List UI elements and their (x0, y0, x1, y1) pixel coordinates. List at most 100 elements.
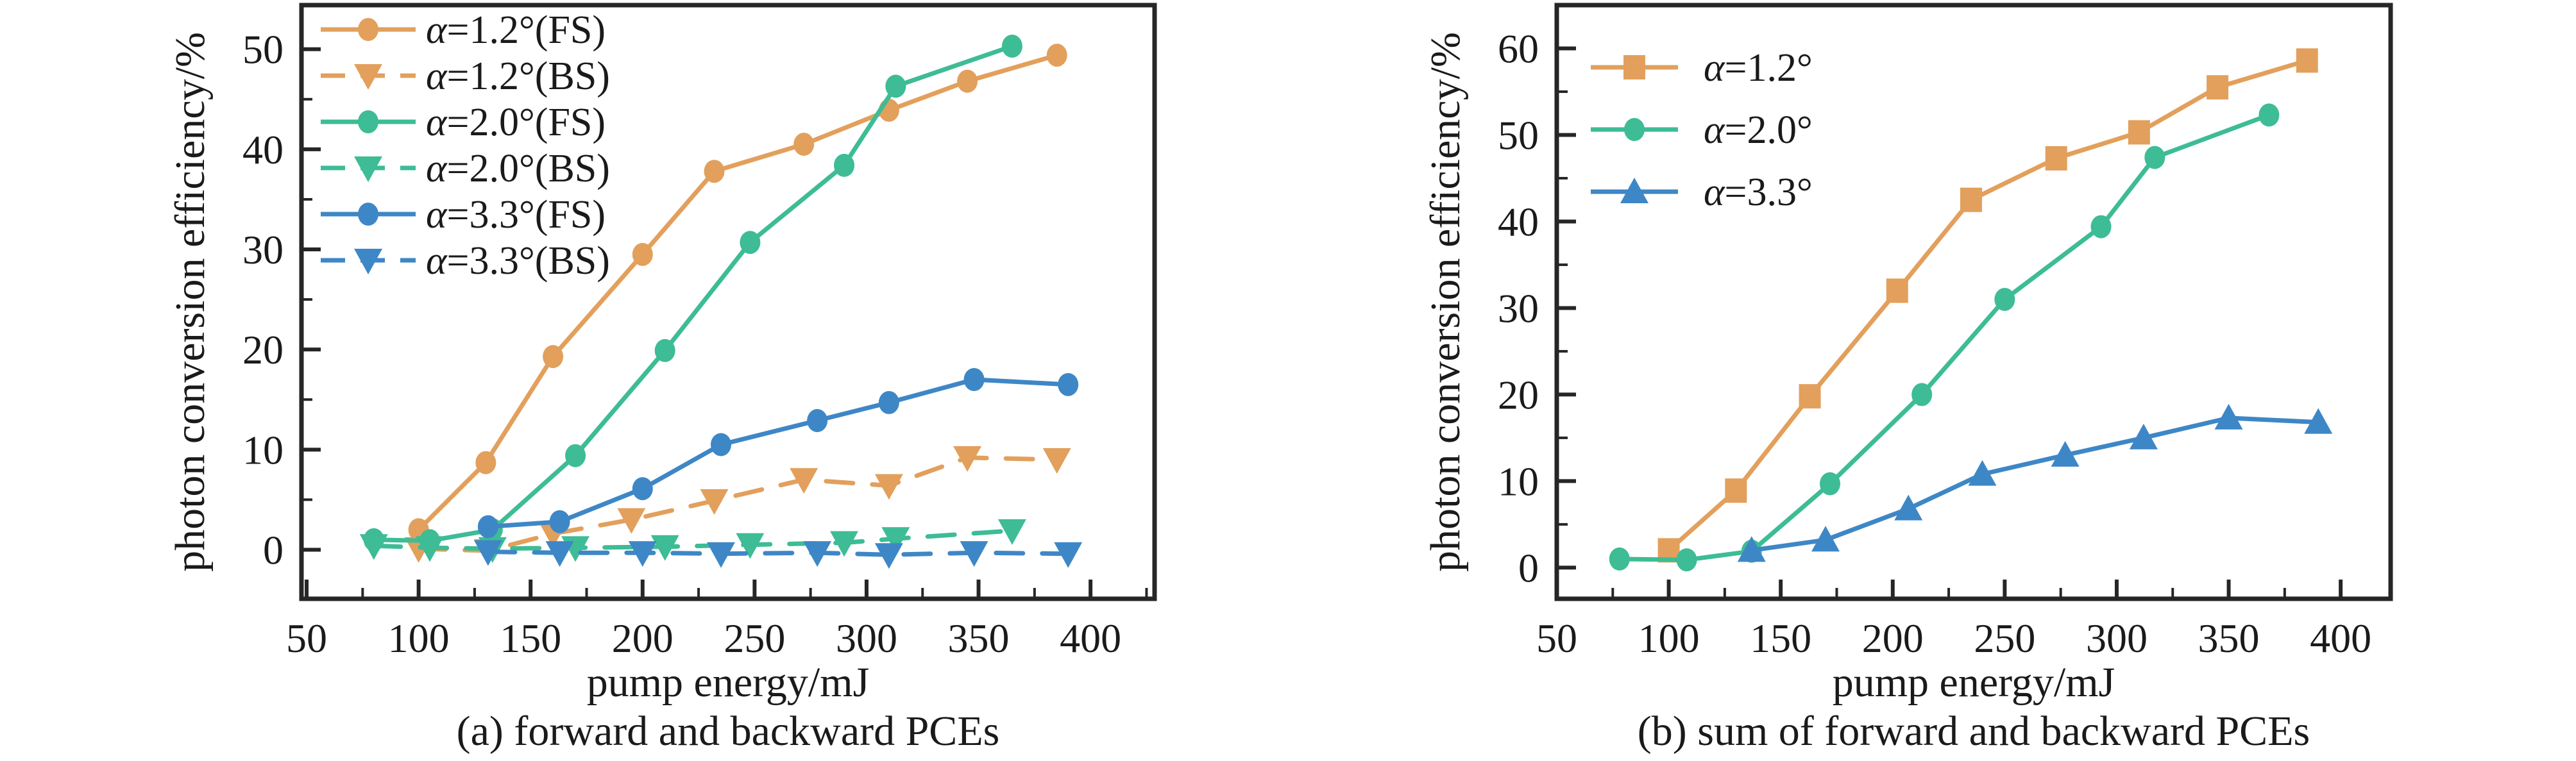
a-series-4-marker (1058, 372, 1079, 396)
b-series-0-marker (2296, 48, 2318, 73)
a-x-tick-label: 400 (1060, 615, 1121, 661)
b-series-1-marker (1911, 383, 1933, 406)
chart-b: 50 100 150 200 250 300 350 400 0 10 20 30 40 50 60 pump… (1422, 3, 2393, 755)
b-series-2-marker (2051, 440, 2080, 467)
b-y-tick-label: 30 (1498, 285, 1539, 331)
a-series-2-marker (1001, 35, 1022, 58)
a-x-tick-label: 300 (836, 615, 897, 661)
a-legend-label-0: α=1.2°(FS) (426, 8, 606, 52)
a-series-2-marker (740, 231, 761, 255)
b-legend-marker-0 (1623, 55, 1645, 79)
b-series-1-marker (1820, 472, 1841, 496)
b-x-tick-label: 300 (2086, 615, 2148, 661)
b-series-0-marker (1799, 384, 1821, 409)
b-series-0-marker (2045, 146, 2067, 171)
b-series-0-marker (1886, 278, 1908, 303)
b-series-2-marker (1894, 494, 1923, 521)
a-series-4-line (486, 377, 1071, 530)
a-legend-label-4: α=3.3°(FS) (426, 193, 606, 237)
a-legend-marker-1 (354, 64, 382, 90)
b-x-tick-label: 50 (1536, 615, 1577, 661)
a-series-0-marker (543, 345, 564, 369)
a-series-1-line (416, 455, 1060, 553)
b-series-2-marker (1737, 536, 1766, 562)
b-series-2-marker (2304, 408, 2333, 434)
b-series-0-marker (2207, 75, 2229, 100)
b-y-tick-label: 10 (1498, 458, 1539, 504)
a-y-tick-label: 20 (242, 327, 284, 372)
a-series-4-marker (711, 433, 732, 456)
b-series-1-marker (2090, 215, 2112, 238)
b-plot-frame (1554, 3, 2393, 601)
a-series-3-marker (359, 534, 388, 560)
a-series-4-marker (807, 409, 828, 433)
chart-a: 50 100 150 200 250 300 350 400 0 10 20 30 40 50 pump e… (167, 3, 1157, 755)
a-series-1-marker (617, 508, 646, 534)
a-series-4-marker (963, 368, 985, 392)
a-series-1-marker (1042, 447, 1071, 474)
b-y-tick-label: 20 (1498, 372, 1539, 417)
b-y-tick-label: 0 (1518, 545, 1539, 590)
b-x-tick-label: 150 (1750, 615, 1811, 661)
a-legend-label-2: α=2.0°(FS) (426, 101, 606, 144)
b-y-tick-label: 40 (1498, 199, 1539, 244)
a-legend-marker-3 (354, 156, 382, 182)
a-x-tick-label: 100 (388, 615, 450, 661)
a-series-5-marker (473, 540, 502, 566)
b-series-2-marker (2214, 403, 2243, 430)
b-series-1-marker (1609, 547, 1630, 571)
a-series-4-marker (878, 390, 899, 414)
b-legend-label-0: α=1.2° (1704, 46, 1813, 90)
a-y-tick-label: 10 (242, 427, 284, 472)
b-series-1-marker (2258, 103, 2280, 127)
a-series-4-marker (632, 477, 653, 501)
b-series-0-marker (1725, 478, 1747, 503)
a-legend-label-5: α=3.3°(BS) (426, 239, 610, 283)
a-x-tick-label: 50 (286, 615, 327, 661)
b-legend-marker-2 (1620, 178, 1648, 203)
a-series-1-marker (874, 474, 903, 500)
a-y-axis-title: photon conversion efficiency/% (167, 32, 214, 572)
a-series-0-marker (475, 451, 496, 474)
a-series-1-marker (790, 468, 818, 494)
b-x-tick-label: 350 (2198, 615, 2260, 661)
a-legend-marker-2 (358, 110, 378, 133)
a-series-3-marker (997, 519, 1026, 545)
a-series-3-marker (416, 536, 445, 562)
b-series-0-marker (2128, 120, 2150, 145)
a-series-2-marker (834, 153, 855, 177)
a-series-3-marker (650, 535, 679, 561)
a-series-2-marker (654, 339, 675, 362)
a-series-0-marker (1046, 44, 1067, 67)
a-legend-label-3: α=2.0°(BS) (426, 147, 610, 190)
a-x-tick-label: 250 (724, 615, 785, 661)
b-legend-marker-1 (1624, 118, 1645, 141)
a-series-5-marker (874, 543, 903, 569)
b-x-axis-title: pump energy/mJ (1833, 659, 2115, 706)
a-series-5-marker (707, 542, 736, 568)
a-series-0-marker (793, 133, 815, 156)
a-series-3-marker (830, 531, 859, 557)
b-x-tick-label: 200 (1862, 615, 1924, 661)
a-series-5-marker (628, 541, 657, 567)
a-y-tick-label: 0 (263, 527, 284, 573)
a-legend-marker-4 (358, 203, 378, 226)
a-y-tick-label: 40 (242, 127, 284, 172)
a-series-4-marker (477, 515, 498, 539)
a-series-3-marker (881, 527, 910, 553)
a-series-0-marker (957, 69, 978, 93)
b-x-tick-label: 400 (2310, 615, 2371, 661)
a-x-tick-label: 200 (612, 615, 674, 661)
b-caption: (b) sum of forward and backward PCEs (1638, 708, 2310, 755)
a-series-0-marker (632, 242, 653, 266)
a-legend-label-1: α=1.2°(BS) (426, 54, 610, 98)
a-series-5-marker (1054, 542, 1083, 568)
a-series-5-marker (803, 541, 832, 567)
b-legend-label-2: α=3.3° (1704, 171, 1813, 214)
a-series-2-marker (885, 74, 906, 98)
b-series-1-marker (1994, 287, 2015, 311)
a-series-0-marker (704, 160, 725, 183)
b-series-2-marker (2129, 423, 2158, 449)
b-series-0-marker (1960, 187, 1982, 212)
